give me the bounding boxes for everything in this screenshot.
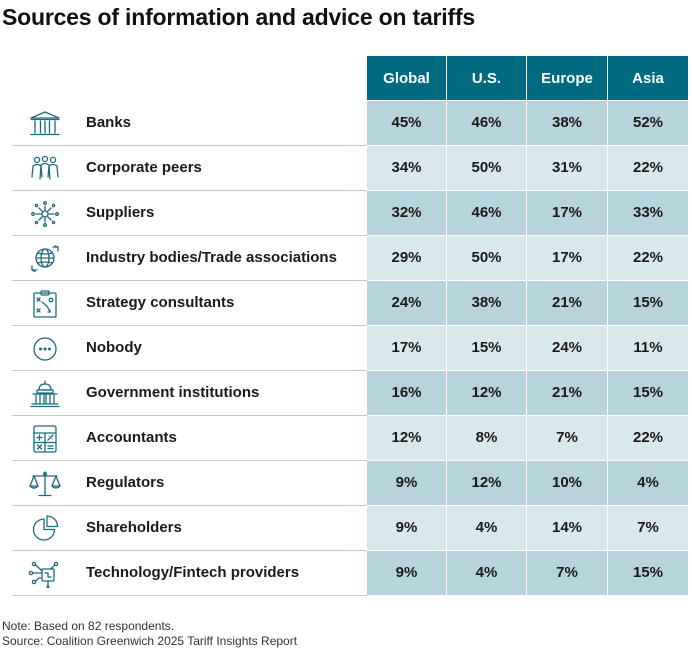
table-row: Shareholders 9% 4% 14% 7% xyxy=(12,506,688,551)
row-label: Nobody xyxy=(86,339,142,356)
row-label: Corporate peers xyxy=(86,159,202,176)
value-cell-europe: 14% xyxy=(527,506,607,550)
table-row: Industry bodies/Trade associations 29% 50%… xyxy=(12,236,688,281)
table-row: Nobody 17% 15% 24% 11% xyxy=(12,326,688,371)
value-cell-u-s: 15% xyxy=(447,326,526,370)
circuit-icon xyxy=(28,560,62,588)
row-divider xyxy=(12,145,367,146)
row-divider xyxy=(12,325,367,326)
chart-title: Sources of information and advice on tar… xyxy=(2,4,475,30)
value-cell-global: 24% xyxy=(367,281,446,325)
value-cell-europe: 21% xyxy=(527,281,607,325)
value-cell-u-s: 46% xyxy=(447,191,526,235)
value-cell-u-s: 4% xyxy=(447,551,526,595)
column-header-global: Global xyxy=(367,56,446,100)
value-cell-asia: 15% xyxy=(608,371,688,415)
row-divider xyxy=(12,280,367,281)
value-cell-global: 12% xyxy=(367,416,446,460)
value-cell-europe: 24% xyxy=(527,326,607,370)
value-cell-asia: 52% xyxy=(608,101,688,145)
row-divider xyxy=(12,550,367,551)
value-cell-asia: 7% xyxy=(608,506,688,550)
value-cell-global: 9% xyxy=(367,506,446,550)
value-cell-u-s: 50% xyxy=(447,146,526,190)
value-cell-asia: 33% xyxy=(608,191,688,235)
value-cell-u-s: 8% xyxy=(447,416,526,460)
table-row: Corporate peers 34% 50% 31% 22% xyxy=(12,146,688,191)
table-row: Strategy consultants 24% 38% 21% 15% xyxy=(12,281,688,326)
value-cell-asia: 4% xyxy=(608,461,688,505)
value-cell-u-s: 12% xyxy=(447,371,526,415)
column-header-u-s: U.S. xyxy=(447,56,526,100)
value-cell-global: 16% xyxy=(367,371,446,415)
source-note: Source: Coalition Greenwich 2025 Tariff … xyxy=(2,634,298,648)
value-cell-global: 9% xyxy=(367,551,446,595)
row-divider xyxy=(12,460,367,461)
value-cell-global: 9% xyxy=(367,461,446,505)
table-row: Government institutions 16% 12% 21% 15% xyxy=(12,371,688,416)
table-row: Accountants 12% 8% 7% 22% xyxy=(12,416,688,461)
value-cell-u-s: 46% xyxy=(447,101,526,145)
value-cell-europe: 17% xyxy=(527,236,607,280)
value-cell-europe: 7% xyxy=(527,551,607,595)
value-cell-global: 45% xyxy=(367,101,446,145)
scales-icon xyxy=(28,470,62,498)
value-cell-asia: 11% xyxy=(608,326,688,370)
row-divider xyxy=(12,235,367,236)
value-cell-asia: 22% xyxy=(608,146,688,190)
row-divider xyxy=(12,595,367,596)
row-label: Banks xyxy=(86,114,132,131)
table-row: Regulators 9% 12% 10% 4% xyxy=(12,461,688,506)
value-cell-global: 17% xyxy=(367,326,446,370)
row-label: Technology/Fintech providers xyxy=(86,564,300,581)
value-cell-u-s: 12% xyxy=(447,461,526,505)
strategy-board-icon xyxy=(28,290,62,318)
value-cell-u-s: 38% xyxy=(447,281,526,325)
value-cell-asia: 22% xyxy=(608,236,688,280)
row-divider xyxy=(12,415,367,416)
value-cell-u-s: 4% xyxy=(447,506,526,550)
table-row: Technology/Fintech providers 9% 4% 7% 15% xyxy=(12,551,688,596)
table-row: Suppliers 32% 46% 17% 33% xyxy=(12,191,688,236)
row-label: Accountants xyxy=(86,429,177,446)
value-cell-europe: 17% xyxy=(527,191,607,235)
table-row: Banks 45% 46% 38% 52% xyxy=(12,101,688,146)
pie-chart-icon xyxy=(28,515,62,543)
value-cell-asia: 22% xyxy=(608,416,688,460)
globe-icon xyxy=(28,245,62,273)
row-label: Regulators xyxy=(86,474,165,491)
people-icon xyxy=(28,155,62,183)
bank-icon xyxy=(28,110,62,138)
value-cell-asia: 15% xyxy=(608,551,688,595)
ellipsis-icon xyxy=(28,335,62,363)
value-cell-asia: 15% xyxy=(608,281,688,325)
value-cell-europe: 38% xyxy=(527,101,607,145)
value-cell-global: 29% xyxy=(367,236,446,280)
row-label: Shareholders xyxy=(86,519,182,536)
row-divider xyxy=(12,190,367,191)
row-label: Suppliers xyxy=(86,204,155,221)
value-cell-global: 32% xyxy=(367,191,446,235)
row-label: Industry bodies/Trade associations xyxy=(86,249,337,266)
column-header-europe: Europe xyxy=(527,56,607,100)
value-cell-u-s: 50% xyxy=(447,236,526,280)
network-icon xyxy=(28,200,62,228)
calculator-icon xyxy=(28,425,62,453)
value-cell-europe: 7% xyxy=(527,416,607,460)
capitol-icon xyxy=(28,380,62,408)
row-divider xyxy=(12,505,367,506)
value-cell-europe: 21% xyxy=(527,371,607,415)
row-label: Government institutions xyxy=(86,384,260,401)
footnote: Note: Based on 82 respondents. xyxy=(2,619,175,633)
value-cell-europe: 31% xyxy=(527,146,607,190)
row-divider xyxy=(12,370,367,371)
value-cell-europe: 10% xyxy=(527,461,607,505)
column-header-asia: Asia xyxy=(608,56,688,100)
row-label: Strategy consultants xyxy=(86,294,235,311)
value-cell-global: 34% xyxy=(367,146,446,190)
